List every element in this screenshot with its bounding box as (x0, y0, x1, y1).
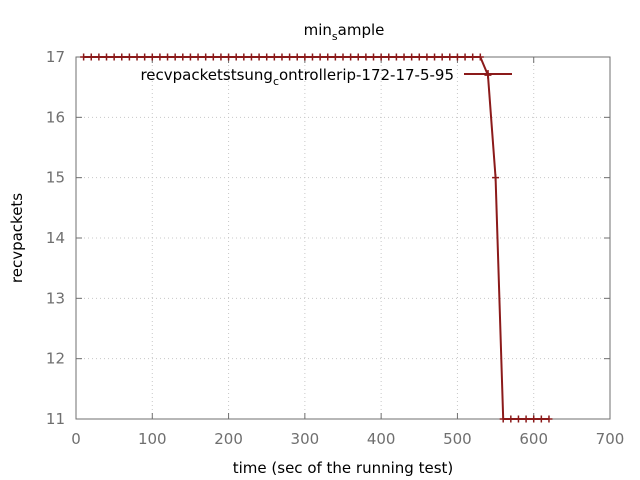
data-point (103, 53, 111, 61)
data-point (156, 53, 164, 61)
legend: recvpacketstsungcontrollerip-172-17-5-95 (140, 66, 512, 88)
data-point (186, 53, 194, 61)
y-tick-label: 11 (46, 410, 65, 428)
data-point (423, 53, 431, 61)
data-point (370, 53, 378, 61)
data-point (133, 53, 141, 61)
data-point (347, 53, 355, 61)
data-point (95, 53, 103, 61)
data-point (354, 53, 362, 61)
x-tick-label: 500 (443, 430, 472, 448)
axis-ticks: 0 100 200 300 400 500 600 700 11 12 13 14 15 16 17 (46, 48, 624, 448)
x-tick-label: 600 (519, 430, 548, 448)
y-tick-label: 13 (46, 289, 65, 307)
data-point (537, 415, 545, 423)
data-point (293, 53, 301, 61)
data-point (301, 53, 309, 61)
data-point (209, 53, 217, 61)
data-point (141, 53, 149, 61)
data-point (316, 53, 324, 61)
data-point (339, 53, 347, 61)
x-tick-label: 300 (291, 430, 320, 448)
data-point (278, 53, 286, 61)
x-tick-label: 100 (138, 430, 167, 448)
data-point (476, 53, 484, 61)
data-point (461, 53, 469, 61)
data-point (225, 53, 233, 61)
data-point (400, 53, 408, 61)
data-point (247, 53, 255, 61)
data-point (263, 53, 271, 61)
data-point (431, 53, 439, 61)
data-point (514, 415, 522, 423)
data-point (286, 53, 294, 61)
y-tick-label: 15 (46, 169, 65, 187)
x-tick-label: 200 (214, 430, 243, 448)
data-point (308, 53, 316, 61)
data-point (270, 53, 278, 61)
x-axis-title: time (sec of the running test) (233, 459, 454, 477)
data-point (362, 53, 370, 61)
data-point (202, 53, 210, 61)
data-point (415, 53, 423, 61)
data-point (164, 53, 172, 61)
legend-series-label: recvpacketstsungcontrollerip-172-17-5-95 (140, 66, 454, 88)
data-point (255, 53, 263, 61)
data-point (118, 53, 126, 61)
y-tick-label: 14 (46, 229, 65, 247)
data-point (232, 53, 240, 61)
data-point (530, 415, 538, 423)
data-point (110, 53, 118, 61)
data-point (148, 53, 156, 61)
x-tick-label: 400 (367, 430, 396, 448)
y-axis-title: recvpackets (8, 193, 26, 283)
data-point (324, 53, 332, 61)
data-point (171, 53, 179, 61)
data-point (240, 53, 248, 61)
data-point (217, 53, 225, 61)
grid-lines (76, 57, 610, 419)
data-point (499, 415, 507, 423)
data-point (453, 53, 461, 61)
series-layer (80, 53, 553, 423)
chart-title: minsample (304, 21, 385, 43)
y-tick-label: 12 (46, 350, 65, 368)
data-point (125, 53, 133, 61)
data-point (194, 53, 202, 61)
data-point (507, 415, 515, 423)
y-tick-label: 17 (46, 48, 65, 66)
data-point (80, 53, 88, 61)
x-tick-label: 700 (596, 430, 625, 448)
data-point (522, 415, 530, 423)
data-point (87, 53, 95, 61)
legend-series-marker (484, 70, 492, 78)
data-point (408, 53, 416, 61)
y-tick-label: 16 (46, 108, 65, 126)
data-point (438, 53, 446, 61)
data-point (446, 53, 454, 61)
x-tick-label: 0 (71, 430, 81, 448)
data-point (492, 174, 500, 182)
data-point (545, 415, 553, 423)
data-point (377, 53, 385, 61)
data-point (392, 53, 400, 61)
data-point (331, 53, 339, 61)
data-point (385, 53, 393, 61)
data-point (179, 53, 187, 61)
data-point (469, 53, 477, 61)
